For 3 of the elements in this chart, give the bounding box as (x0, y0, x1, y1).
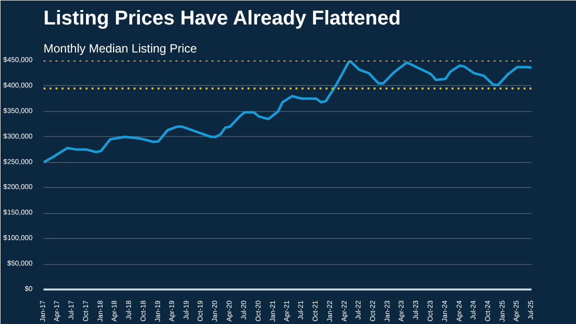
chart-subtitle: Monthly Median Listing Price (44, 42, 198, 56)
line-series (44, 60, 532, 164)
chart-title: Listing Prices Have Already Flattened (44, 8, 401, 30)
